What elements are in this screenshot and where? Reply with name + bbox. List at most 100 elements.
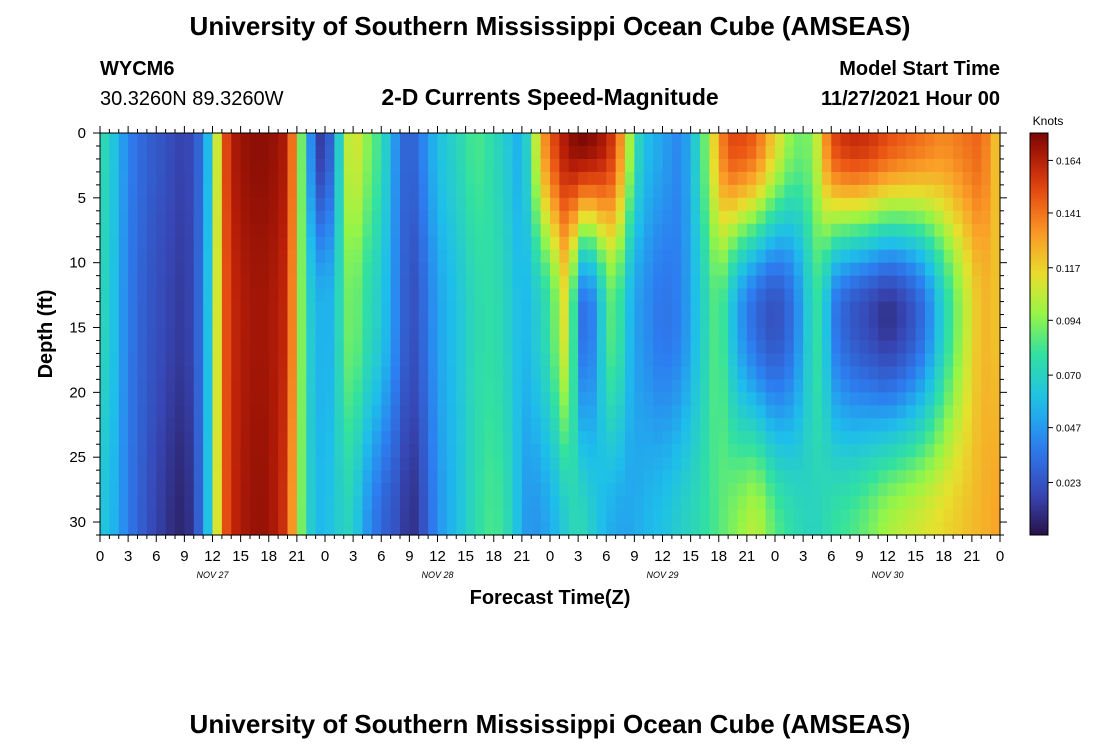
heatmap-cell — [390, 197, 401, 212]
heatmap-cell — [615, 184, 626, 199]
heatmap-cell — [821, 184, 832, 199]
heatmap-cell — [240, 431, 251, 445]
heatmap-cell — [175, 327, 185, 342]
heatmap-cell — [746, 418, 757, 432]
heatmap-cell — [493, 249, 504, 264]
heatmap-cell — [681, 158, 692, 173]
heatmap-cell — [306, 184, 317, 199]
heatmap-cell — [193, 353, 204, 368]
station-id: WYCM6 — [100, 58, 174, 80]
heatmap-cell — [709, 496, 720, 510]
heatmap-cell — [803, 405, 814, 419]
heatmap-cell — [821, 327, 832, 342]
heatmap-cell — [784, 444, 795, 458]
heatmap-cell — [587, 444, 598, 458]
heatmap-cell — [634, 418, 645, 432]
heatmap-cell — [728, 314, 739, 329]
heatmap-cell — [756, 366, 767, 380]
heatmap-cell — [531, 158, 542, 173]
heatmap-cell — [653, 145, 664, 160]
heatmap-cell — [840, 301, 851, 316]
heatmap-cell — [118, 418, 129, 432]
heatmap-cell — [596, 288, 607, 303]
heatmap-cell — [137, 418, 148, 432]
heatmap-cell — [315, 483, 326, 497]
heatmap-cell — [850, 340, 860, 355]
heatmap-cell — [109, 392, 120, 406]
heatmap-cell — [709, 197, 720, 212]
heatmap-cell — [746, 457, 757, 471]
heatmap-cell — [475, 509, 485, 523]
heatmap-cell — [118, 431, 129, 445]
heatmap-cell — [943, 288, 954, 303]
heatmap-cell — [390, 405, 401, 419]
heatmap-cell — [962, 431, 973, 445]
heatmap-cell — [156, 509, 167, 523]
heatmap-cell — [596, 496, 607, 510]
heatmap-cell — [306, 483, 317, 497]
heatmap-cell — [915, 275, 926, 290]
heatmap-cell — [100, 444, 110, 458]
heatmap-cell — [568, 483, 579, 497]
heatmap-cell — [831, 301, 842, 316]
heatmap-cell — [671, 496, 682, 510]
heatmap-cell — [325, 184, 335, 199]
heatmap-cell — [700, 275, 710, 290]
heatmap-cell — [465, 262, 476, 277]
heatmap-cell — [250, 509, 260, 523]
heatmap-cell — [971, 249, 982, 264]
heatmap-cell — [784, 197, 795, 212]
heatmap-cell — [887, 353, 898, 368]
heatmap-cell — [278, 483, 289, 497]
heatmap-cell — [353, 288, 364, 303]
heatmap-cell — [475, 288, 485, 303]
heatmap-cell — [231, 249, 242, 264]
heatmap-cell — [587, 301, 598, 316]
heatmap-cell — [353, 470, 364, 484]
heatmap-cell — [746, 236, 757, 251]
heatmap-cell — [803, 145, 814, 160]
heatmap-cell — [437, 353, 448, 368]
heatmap-cell — [137, 262, 148, 277]
heatmap-cell — [850, 522, 860, 536]
heatmap-cell — [793, 158, 804, 173]
heatmap-cell — [981, 418, 992, 432]
heatmap-cell — [681, 275, 692, 290]
heatmap-cell — [400, 444, 410, 458]
heatmap-cell — [343, 457, 354, 471]
heatmap-cell — [184, 522, 195, 536]
heatmap-cell — [559, 158, 570, 173]
heatmap-cell — [765, 314, 776, 329]
heatmap-cell — [606, 236, 617, 251]
y-tick-label: 30 — [69, 514, 86, 531]
heatmap-cell — [765, 483, 776, 497]
heatmap-cell — [400, 184, 410, 199]
colorbar-tick-label: 0.164 — [1056, 156, 1081, 167]
heatmap-cell — [746, 314, 757, 329]
heatmap-cell — [287, 483, 298, 497]
heatmap-cell — [437, 301, 448, 316]
heatmap-cell — [353, 379, 364, 393]
heatmap-cell — [493, 392, 504, 406]
heatmap-cell — [156, 353, 167, 368]
heatmap-cell — [437, 496, 448, 510]
heatmap-cell — [250, 197, 260, 212]
heatmap-cell — [503, 509, 514, 523]
heatmap-cell — [859, 366, 870, 380]
heatmap-cell — [887, 366, 898, 380]
heatmap-cell — [465, 483, 476, 497]
heatmap-cell — [540, 262, 551, 277]
heatmap-cell — [793, 522, 804, 536]
heatmap-cell — [184, 366, 195, 380]
heatmap-cell — [690, 379, 701, 393]
heatmap-cell — [775, 171, 785, 186]
heatmap-cell — [662, 327, 673, 342]
heatmap-cell — [400, 522, 410, 536]
heatmap-cell — [550, 262, 560, 277]
heatmap-cell — [934, 145, 945, 160]
heatmap-cell — [737, 262, 748, 277]
heatmap-cell — [559, 288, 570, 303]
heatmap-cell — [315, 197, 326, 212]
heatmap-cell — [859, 184, 870, 199]
heatmap-cell — [296, 314, 307, 329]
